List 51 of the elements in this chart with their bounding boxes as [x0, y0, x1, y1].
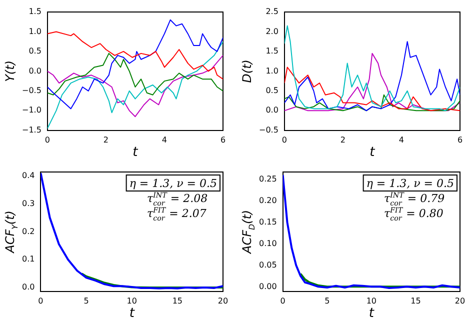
x-tick-label: 15: [172, 296, 183, 306]
y-tick-label: 0.00: [259, 282, 277, 291]
y-tick-label: 2.5: [266, 7, 278, 16]
x-axis-title: t: [370, 145, 376, 160]
y-tick-label: 0.15: [259, 217, 277, 226]
y-tick-label: 0.5: [266, 86, 278, 96]
x-tick-label: 15: [410, 296, 421, 306]
y-tick-label: 0.3: [22, 198, 35, 208]
y-tick-label: 0.4: [22, 170, 35, 180]
x-tick-label: 10: [366, 296, 376, 306]
y-tick-label: −1.5: [22, 125, 42, 134]
y-tick-label: 0.0: [28, 66, 42, 76]
y-tick-label: −0.5: [258, 125, 278, 134]
x-axis-title: t: [129, 306, 136, 321]
y-tick-label: 0.5: [28, 46, 42, 56]
y-tick-label: 0.20: [259, 196, 277, 205]
x-axis-title: t: [368, 306, 375, 321]
x-tick-label: 0: [44, 135, 50, 144]
x-tick-label: 2: [103, 135, 108, 144]
x-tick-label: 0: [280, 296, 286, 306]
y-tick-label: 1.5: [28, 7, 42, 16]
x-tick-label: 2: [340, 135, 346, 144]
x-axis-title: t: [132, 145, 139, 160]
x-tick-label: 6: [220, 135, 226, 144]
x-tick-label: 5: [84, 296, 89, 306]
y-tick-label: 0.05: [259, 260, 277, 270]
y-tick-label: 0.25: [259, 174, 277, 184]
x-tick-label: 20: [218, 296, 228, 306]
x-tick-label: 20: [454, 296, 466, 306]
y-tick-label: 0.1: [22, 254, 35, 264]
y-axis-title: Y(t): [3, 60, 17, 82]
x-tick-label: 4: [398, 135, 404, 144]
y-tick-label: 0.0: [22, 282, 35, 292]
y-tick-label: 1.0: [266, 66, 278, 76]
x-tick-label: 4: [162, 135, 168, 144]
y-tick-label: 1.0: [28, 26, 42, 36]
y-tick-label: 0.10: [259, 238, 277, 248]
y-axis-title: D(t): [240, 60, 254, 83]
y-tick-label: −0.5: [22, 86, 42, 96]
y-tick-label: 1.5: [266, 46, 278, 56]
x-tick-label: 10: [126, 296, 137, 306]
annotation: η = 1.3, ν = 0.5: [129, 177, 218, 190]
y-tick-label: 2.0: [266, 26, 278, 36]
annotation: η = 1.3, ν = 0.5: [366, 177, 454, 190]
y-tick-label: −1.0: [22, 106, 42, 115]
x-tick-label: 0: [282, 135, 287, 144]
x-tick-label: 5: [324, 296, 330, 306]
y-tick-label: 0.2: [22, 226, 35, 236]
x-tick-label: 6: [457, 135, 463, 144]
x-tick-label: 0: [38, 296, 44, 306]
y-tick-label: 0.0: [266, 106, 278, 115]
